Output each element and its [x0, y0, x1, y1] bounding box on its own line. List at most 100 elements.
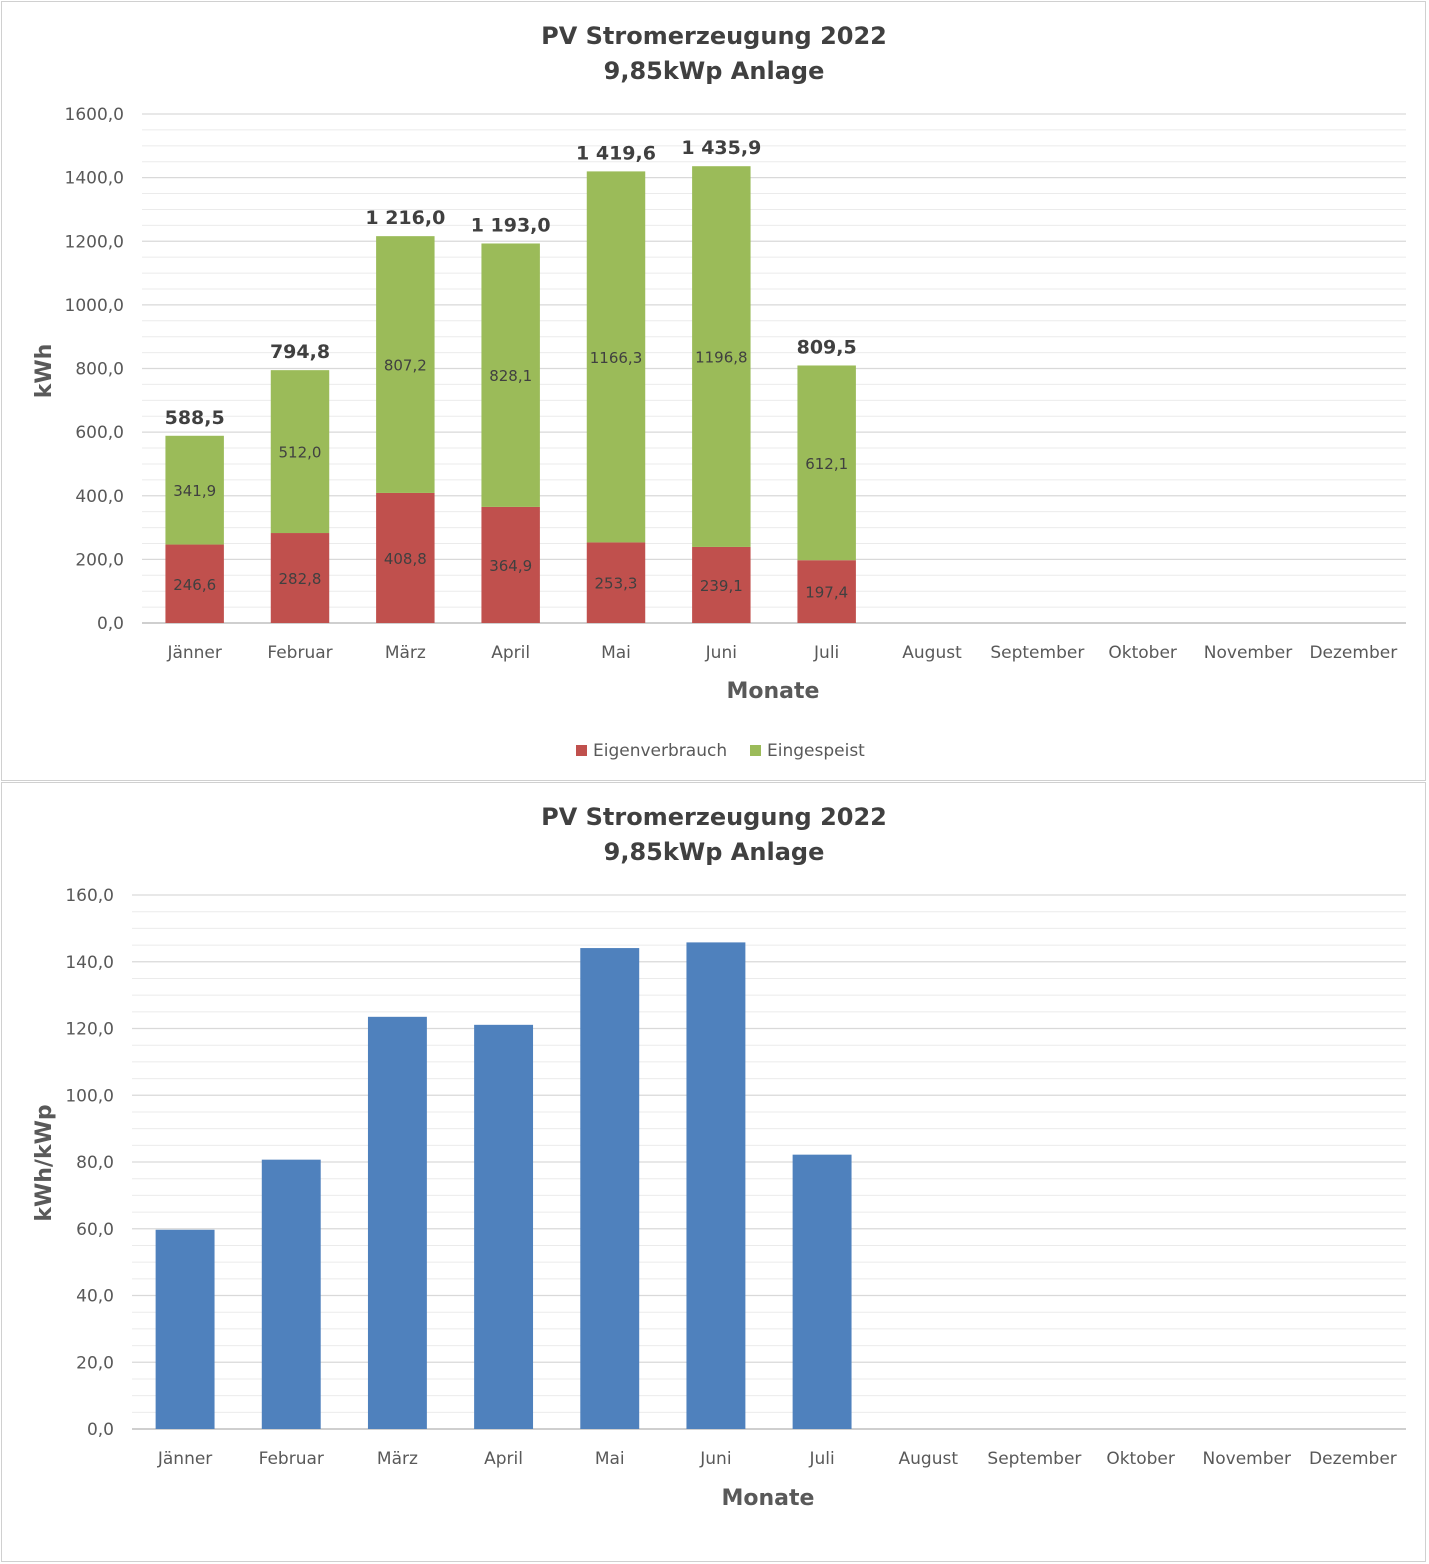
bar-value-april — [474, 1024, 534, 1429]
bar-eigenverbrauch-juni — [692, 546, 751, 623]
bar-eingespeist-februar — [270, 370, 330, 534]
y-tick-label: 100,0 — [65, 1086, 114, 1106]
y-tick-label: 200,0 — [75, 550, 124, 570]
bar-eingespeist-mai — [586, 171, 646, 543]
bar-eigenverbrauch-mai — [586, 542, 646, 623]
bar-eingespeist-jaenner — [165, 435, 224, 545]
x-tick-label-oktober: Oktober — [1106, 1449, 1175, 1469]
x-tick-label-oktober: Oktober — [1108, 643, 1177, 663]
data-label-eingespeist-juni: 1196,8 — [695, 349, 748, 367]
data-label-eigenverbrauch-april: 364,9 — [489, 557, 532, 575]
total-label-juni: 1 435,9 — [681, 137, 761, 159]
y-axis-title: kWh/kWp — [32, 1104, 57, 1221]
bar-value-februar — [261, 1159, 321, 1429]
x-axis-title: Monate — [727, 679, 820, 704]
y-tick-label: 1600,0 — [65, 105, 124, 125]
legend-label-eigenverbrauch: Eigenverbrauch — [593, 741, 727, 761]
x-tick-label-mai: Mai — [601, 643, 631, 663]
legend-swatch-eigenverbrauch — [576, 745, 587, 756]
y-tick-label: 140,0 — [65, 953, 114, 973]
x-tick-label-september: September — [990, 643, 1084, 663]
legend-label-eingespeist: Eingespeist — [767, 741, 865, 761]
x-tick-label-dezember: Dezember — [1309, 1449, 1397, 1469]
x-tick-label-maerz: März — [385, 643, 426, 663]
y-axis-title: kWh — [32, 344, 57, 399]
bar-eigenverbrauch-februar — [270, 533, 330, 623]
x-tick-label-dezember: Dezember — [1309, 643, 1397, 663]
chart-panel-production: PV Stromerzeugung 2022 9,85kWp Anlage 0,… — [1, 1, 1426, 781]
x-axis-title: Monate — [722, 1486, 815, 1511]
data-label-eingespeist-mai: 1166,3 — [590, 349, 643, 367]
bar-value-mai — [580, 948, 640, 1429]
x-tick-label-jaenner: Jänner — [157, 1449, 212, 1469]
total-label-maerz: 1 216,0 — [365, 207, 445, 229]
data-label-eingespeist-februar: 512,0 — [279, 444, 322, 462]
total-label-april: 1 193,0 — [471, 214, 551, 236]
bar-value-juni — [686, 942, 746, 1429]
x-tick-label-november: November — [1203, 1449, 1291, 1469]
y-tick-label: 20,0 — [76, 1353, 114, 1373]
data-label-eigenverbrauch-juli: 197,4 — [805, 584, 848, 602]
x-tick-label-november: November — [1204, 643, 1292, 663]
data-label-eingespeist-maerz: 807,2 — [384, 357, 427, 375]
x-tick-label-jaenner: Jänner — [166, 643, 221, 663]
data-label-eingespeist-jaenner: 341,9 — [173, 482, 216, 500]
x-tick-label-september: September — [987, 1449, 1081, 1469]
bar-eigenverbrauch-juli — [797, 560, 856, 623]
y-tick-label: 0,0 — [87, 1420, 114, 1440]
bar-eingespeist-april — [481, 243, 540, 507]
bar-eigenverbrauch-maerz — [376, 492, 435, 623]
data-label-eigenverbrauch-mai: 253,3 — [595, 575, 638, 593]
data-label-eingespeist-april: 828,1 — [489, 367, 532, 385]
total-label-jaenner: 588,5 — [165, 407, 225, 429]
total-label-mai: 1 419,6 — [576, 142, 656, 164]
data-label-eigenverbrauch-jaenner: 246,6 — [173, 576, 216, 594]
x-tick-label-august: August — [902, 643, 962, 663]
bar-eingespeist-maerz — [376, 236, 435, 493]
y-tick-label: 400,0 — [75, 487, 124, 507]
data-label-eigenverbrauch-maerz: 408,8 — [384, 550, 427, 568]
chart-title: PV Stromerzeugung 2022 — [541, 803, 887, 831]
y-tick-label: 160,0 — [65, 886, 114, 906]
y-tick-label: 40,0 — [76, 1287, 114, 1307]
chart-production-svg: PV Stromerzeugung 2022 9,85kWp Anlage 0,… — [32, 22, 1406, 761]
chart-title: PV Stromerzeugung 2022 — [541, 22, 887, 50]
data-label-eigenverbrauch-februar: 282,8 — [279, 570, 322, 588]
y-tick-label: 800,0 — [75, 360, 124, 380]
y-tick-label: 120,0 — [65, 1020, 114, 1040]
y-tick-label: 1200,0 — [65, 232, 124, 252]
x-tick-label-juli: Juli — [808, 1449, 834, 1469]
data-label-eingespeist-juli: 612,1 — [805, 455, 848, 473]
y-tick-label: 1400,0 — [65, 169, 124, 189]
x-tick-label-maerz: März — [377, 1449, 418, 1469]
y-tick-label: 0,0 — [97, 614, 124, 634]
bar-eigenverbrauch-april — [481, 506, 540, 623]
x-tick-label-februar: Februar — [267, 643, 332, 663]
bar-eingespeist-juli — [797, 365, 856, 561]
x-tick-label-mai: Mai — [595, 1449, 625, 1469]
y-tick-label: 1000,0 — [65, 296, 124, 316]
x-tick-label-februar: Februar — [259, 1449, 324, 1469]
bar-eigenverbrauch-jaenner — [165, 544, 224, 623]
y-tick-label: 600,0 — [75, 423, 124, 443]
x-tick-label-april: April — [484, 1449, 523, 1469]
total-label-februar: 794,8 — [270, 341, 330, 363]
chart-specific-yield-svg: PV Stromerzeugung 2022 9,85kWp Anlage 0,… — [32, 803, 1406, 1511]
chart-subtitle: 9,85kWp Anlage — [604, 57, 825, 85]
bar-value-jaenner — [155, 1229, 215, 1429]
x-tick-label-juni: Juni — [705, 643, 737, 663]
y-tick-label: 60,0 — [76, 1220, 114, 1240]
legend-swatch-eingespeist — [750, 745, 761, 756]
bar-eingespeist-juni — [692, 166, 751, 547]
chart-subtitle: 9,85kWp Anlage — [604, 838, 825, 866]
data-label-eigenverbrauch-juni: 239,1 — [700, 577, 743, 595]
total-label-juli: 809,5 — [797, 336, 857, 358]
x-tick-label-juni: Juni — [699, 1449, 731, 1469]
x-tick-label-august: August — [899, 1449, 959, 1469]
x-tick-label-juli: Juli — [813, 643, 839, 663]
legend: Eigenverbrauch Eingespeist — [576, 741, 865, 761]
bar-value-maerz — [367, 1016, 427, 1429]
bar-value-juli — [792, 1154, 852, 1429]
chart-panel-specific-yield: PV Stromerzeugung 2022 9,85kWp Anlage 0,… — [1, 782, 1426, 1562]
x-tick-label-april: April — [491, 643, 530, 663]
